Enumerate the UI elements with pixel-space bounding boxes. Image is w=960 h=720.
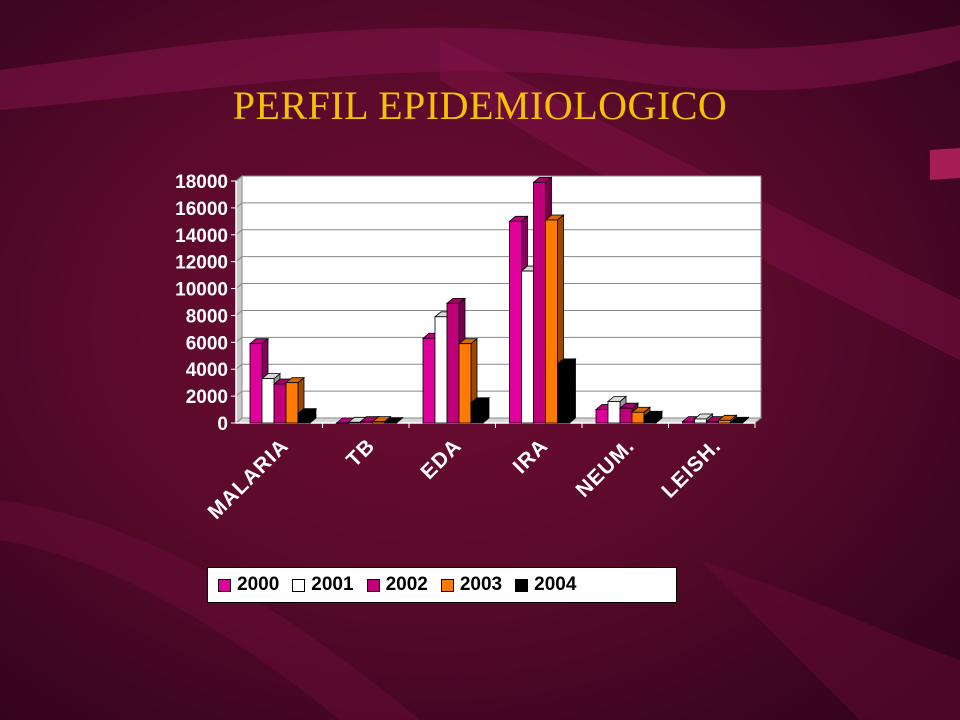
gridline-diag [235, 336, 243, 343]
bar [360, 421, 373, 424]
gridline-diag [235, 229, 243, 236]
bar [533, 181, 546, 424]
legend-label: 2003 [459, 574, 503, 595]
chart-legend: 2000 2001 2002 2003 2004 [207, 567, 677, 603]
x-category-label: IRA [509, 434, 553, 478]
legend-swatch [515, 578, 529, 592]
legend-item: 2002 [366, 574, 428, 596]
bar [336, 422, 349, 424]
gridline-diag [235, 175, 243, 182]
y-tick-label: 6000 [186, 333, 228, 354]
slide-title: PERFIL EPIDEMIOLOGICO [232, 83, 728, 128]
bar [643, 415, 657, 424]
bar [706, 421, 719, 424]
legend-label: 2002 [385, 574, 428, 595]
bar [521, 270, 534, 424]
x-category-label: LEISH. [657, 434, 725, 502]
bar [545, 219, 558, 424]
gridline-diag [235, 202, 243, 209]
bar [434, 316, 448, 424]
gridline-diag [235, 417, 243, 424]
bar [607, 401, 621, 424]
legend-item: 2003 [440, 574, 503, 596]
bar [682, 421, 695, 424]
bar [557, 363, 570, 424]
bar [249, 343, 263, 424]
bar-side [569, 357, 576, 424]
y-tick-label: 16000 [175, 199, 228, 220]
gridline-diag [235, 256, 243, 263]
bar [297, 413, 311, 424]
bar [422, 337, 436, 424]
bar [261, 378, 275, 424]
bar [509, 220, 522, 424]
bar [384, 422, 397, 424]
legend-swatch [440, 578, 454, 592]
legend-item: 2000 [218, 574, 279, 596]
plot-side-wall [235, 174, 243, 425]
y-tick-label: 0 [217, 414, 228, 435]
legend-swatch [218, 578, 231, 592]
legend-label: 2004 [534, 574, 577, 595]
legend-label: 2001 [311, 574, 354, 595]
gridline-diag [235, 310, 243, 316]
y-tick-label: 18000 [175, 172, 228, 193]
legend-item: 2004 [515, 574, 576, 596]
y-tick-label: 12000 [175, 253, 228, 274]
bar [285, 382, 299, 424]
bar [730, 421, 743, 424]
bar [470, 402, 484, 424]
y-tick-label: 8000 [186, 306, 228, 327]
legend-swatch [292, 578, 306, 592]
bar [619, 407, 633, 424]
bar [718, 419, 731, 424]
gridline-diag [235, 283, 243, 289]
legend-label: 2000 [237, 574, 280, 595]
legend-item: 2001 [292, 574, 354, 596]
y-tick-label: 2000 [186, 387, 228, 408]
bar [631, 411, 645, 424]
bar [595, 409, 609, 424]
bar [458, 343, 472, 424]
gridline-diag [235, 363, 243, 370]
bar [273, 383, 287, 424]
bar [694, 418, 707, 424]
x-category-label: EDA [416, 434, 466, 484]
legend-swatch [366, 578, 380, 592]
y-tick-label: 4000 [186, 360, 228, 381]
bar [372, 421, 385, 424]
y-tick-label: 10000 [175, 280, 228, 301]
y-tick-label: 14000 [175, 226, 228, 247]
bar [348, 421, 361, 424]
x-category-label: TB [342, 434, 379, 471]
plot-background [241, 175, 762, 419]
bar [446, 302, 460, 424]
x-category-label: NEUM. [572, 434, 640, 502]
x-category-label: MALARIA [203, 434, 293, 524]
gridline-diag [235, 390, 243, 397]
